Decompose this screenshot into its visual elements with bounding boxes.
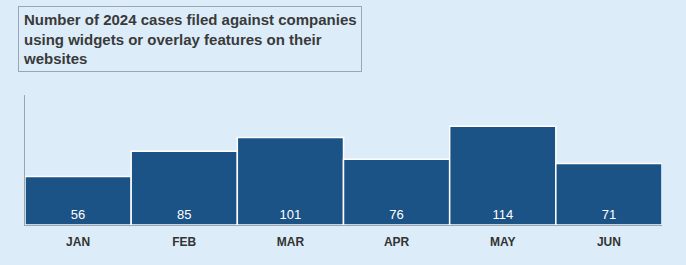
svg-text:FEB: FEB bbox=[172, 235, 196, 249]
svg-text:114: 114 bbox=[492, 207, 513, 222]
svg-text:71: 71 bbox=[602, 207, 616, 222]
svg-text:MAY: MAY bbox=[490, 235, 516, 249]
svg-text:JUN: JUN bbox=[597, 235, 621, 249]
svg-text:JAN: JAN bbox=[66, 235, 90, 249]
svg-text:76: 76 bbox=[389, 207, 403, 222]
svg-text:101: 101 bbox=[280, 207, 302, 222]
svg-text:MAR: MAR bbox=[277, 235, 305, 249]
svg-text:85: 85 bbox=[177, 207, 191, 222]
svg-text:56: 56 bbox=[71, 207, 85, 222]
svg-text:APR: APR bbox=[384, 235, 410, 249]
svg-text:Number of 2024 cases filed aga: Number of 2024 cases filed against compa… bbox=[23, 11, 357, 67]
